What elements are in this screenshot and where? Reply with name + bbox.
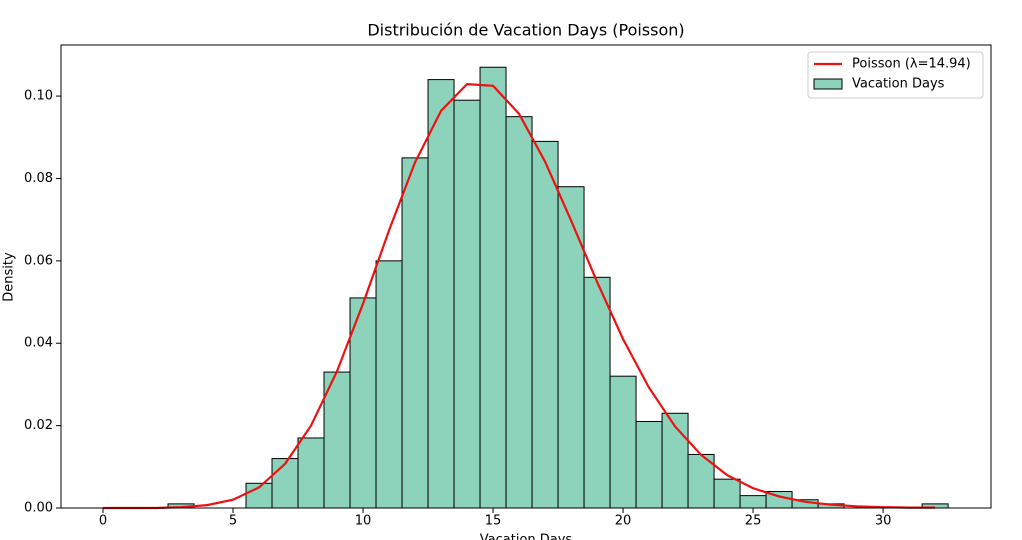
x-tick-label: 20 (615, 514, 632, 529)
bar (687, 453, 715, 509)
bar (479, 66, 507, 509)
bar (531, 140, 559, 509)
x-axis-label: Vacation Days (480, 533, 573, 540)
legend-box (807, 51, 984, 99)
bar (375, 260, 403, 509)
y-tick-label: 0.04 (24, 336, 53, 351)
bar (401, 157, 429, 509)
bar (609, 375, 637, 509)
line (102, 83, 936, 510)
plot-frame (60, 44, 992, 509)
legend-swatch (813, 78, 843, 90)
y-tick-label: 0.00 (24, 501, 53, 516)
x-tick-label: 25 (745, 514, 762, 529)
x-tick-label: 0 (99, 514, 107, 529)
bar (427, 79, 455, 509)
x-tick-label: 10 (355, 514, 372, 529)
bar (271, 458, 299, 509)
y-tick-label: 0.02 (24, 418, 53, 433)
legend-label: Poisson (λ=14.94) (852, 57, 971, 72)
bar (349, 297, 377, 509)
chart-title: Distribución de Vacation Days (Poisson) (367, 21, 684, 40)
x-tick-label: 30 (875, 514, 892, 529)
y-tick-label: 0.06 (24, 253, 53, 268)
bar (635, 420, 663, 509)
bar (739, 495, 767, 509)
y-tick-label: 0.10 (24, 89, 53, 104)
bar (557, 186, 585, 509)
bar (661, 412, 689, 509)
bar (453, 99, 481, 509)
x-tick-label: 5 (229, 514, 237, 529)
y-tick-label: 0.08 (24, 171, 53, 186)
bar (583, 276, 611, 509)
bar (297, 437, 325, 509)
legend-label: Vacation Days (852, 77, 945, 92)
y-axis-label: Density (2, 252, 17, 302)
bar (505, 116, 533, 509)
bar (713, 478, 741, 509)
x-tick-label: 15 (485, 514, 502, 529)
